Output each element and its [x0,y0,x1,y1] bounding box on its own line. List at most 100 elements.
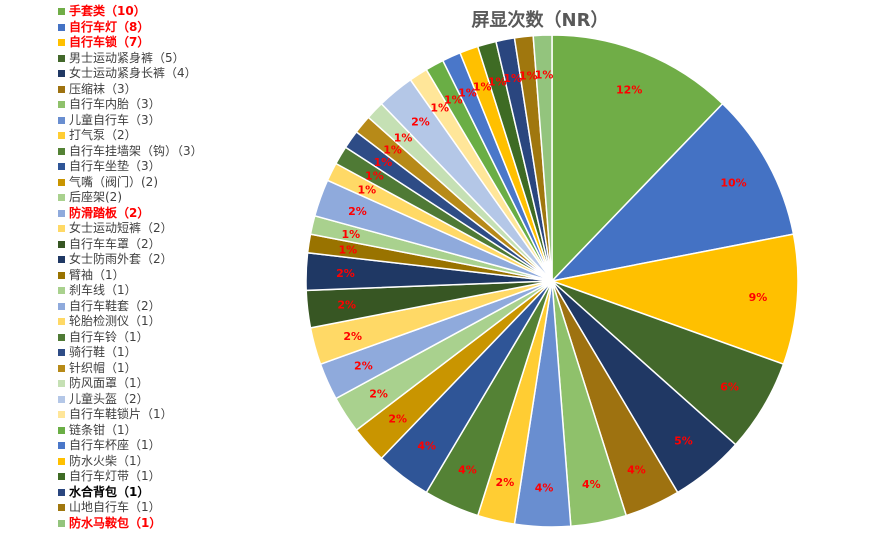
legend-item: 自行车挂墙架（钩）（3） [58,144,308,160]
slice-data-label: 4% [582,478,601,491]
legend-label: 女士防雨外套（2） [69,252,173,266]
slice-data-label: 5% [674,434,693,447]
slice-data-label: 1% [374,156,393,169]
legend-swatch [58,178,65,186]
legend-swatch [58,70,65,77]
legend-label: 打气泵（2） [69,128,137,142]
legend-swatch [58,240,65,248]
legend-label: 自行车锁（7） [69,35,150,49]
slice-data-label: 4% [458,464,477,477]
legend-item: 儿童头盔（2） [58,392,308,408]
legend-swatch [58,504,65,511]
legend-label: 防风面罩（1） [69,376,149,390]
legend-label: 儿童头盔（2） [69,391,149,406]
legend-item: 儿童自行车（3） [58,113,308,129]
legend-item: 链条钳（1） [58,423,308,439]
legend-label: 儿童自行车（3） [69,112,161,127]
legend-label: 臂袖（1） [69,267,125,282]
legend-item: 自行车内胎（3） [58,97,308,113]
legend-item: 女士运动紧身长裤（4） [58,66,308,82]
legend-item: 骑行鞋（1） [58,345,308,361]
legend-item: 自行车铃（1） [58,330,308,346]
slice-data-label: 2% [388,413,407,426]
legend-swatch [58,318,65,325]
legend: 手套类（10） 自行车灯（8） 自行车锁（7） 男士运动紧身裤（5） 女士运动紧身长裤（… [58,4,308,531]
legend-item: 自行车车罩（2） [58,237,308,253]
legend-item: 打气泵（2） [58,128,308,144]
legend-swatch [58,457,65,465]
legend-swatch [58,163,65,170]
slice-data-label: 1% [473,81,492,94]
legend-swatch [58,380,65,387]
slice-data-label: 1% [444,94,463,107]
legend-label: 自行车内胎（3） [69,97,161,111]
legend-swatch [58,333,65,341]
slice-data-label: 1% [430,102,449,115]
legend-label: 自行车坐垫（3） [69,159,161,173]
pie-slice [549,102,795,283]
legend-label: 水合背包（1） [69,484,150,499]
legend-item: 自行车坐垫（3） [58,159,308,175]
legend-item: 自行车杯座（1） [58,438,308,454]
slice-data-label: 2% [337,299,356,312]
slice-data-label: 4% [417,439,436,452]
legend-item: 女士防雨外套（2） [58,252,308,268]
legend-item: 防滑踏板（2） [58,206,308,222]
legend-label: 男士运动紧身裤（5） [69,50,185,65]
legend-label: 自行车铃（1） [69,329,149,344]
legend-swatch [58,426,65,434]
pie-slice [551,34,724,283]
legend-item: 自行车灯带（1） [58,469,308,485]
legend-swatch [58,54,65,62]
legend-item: 后座架(2) [58,190,308,206]
legend-label: 刹车线（1） [69,283,137,297]
legend-swatch [58,411,65,418]
slice-data-label: 1% [338,244,357,257]
slice-data-label: 1% [519,70,538,83]
legend-swatch [58,271,65,279]
slice-data-label: 1% [535,69,554,82]
legend-item: 自行车灯（8） [58,20,308,36]
legend-swatch [58,519,65,527]
slice-data-label: 1% [488,76,507,89]
slice-data-label: 2% [336,267,355,280]
slice-data-label: 1% [365,169,384,182]
slice-data-label: 1% [341,228,360,241]
legend-label: 骑行鞋（1） [69,345,137,359]
legend-label: 自行车灯带（1） [69,469,161,483]
legend-item: 防风面罩（1） [58,376,308,392]
slice-data-label: 2% [348,205,367,218]
legend-item: 山地自行车（1） [58,500,308,516]
legend-item: 气嘴（阀门）(2) [58,175,308,191]
pie-slice [532,34,553,282]
legend-label: 山地自行车（1） [69,500,161,514]
legend-item: 手套类（10） [58,4,308,20]
legend-label: 自行车鞋套（2） [69,298,161,313]
legend-item: 轮胎检测仪（1） [58,314,308,330]
legend-label: 针织帽（1） [69,360,137,375]
slice-data-label: 4% [535,482,554,495]
legend-item: 压缩袜（3） [58,82,308,98]
slice-data-label: 2% [369,387,388,400]
legend-swatch [58,85,65,93]
legend-label: 女士运动短裤（2） [69,221,173,235]
legend-item: 刹车线（1） [58,283,308,299]
legend-swatch [58,225,65,232]
legend-label: 自行车灯（8） [69,19,150,34]
slice-data-label: 1% [458,86,477,99]
legend-swatch [58,442,65,449]
slice-data-label: 2% [354,360,373,373]
slice-data-label: 9% [749,291,768,304]
legend-item: 水合背包（1） [58,485,308,501]
legend-label: 后座架(2) [69,190,122,204]
legend-swatch [58,23,65,31]
slice-data-label: 1% [394,132,413,145]
legend-item: 防水火柴（1） [58,454,308,470]
legend-label: 压缩袜（3） [69,81,137,96]
legend-label: 女士运动紧身长裤（4） [69,66,197,80]
legend-swatch [58,39,65,46]
legend-swatch [58,349,65,356]
pie-slice [549,233,799,366]
legend-swatch [58,101,65,108]
